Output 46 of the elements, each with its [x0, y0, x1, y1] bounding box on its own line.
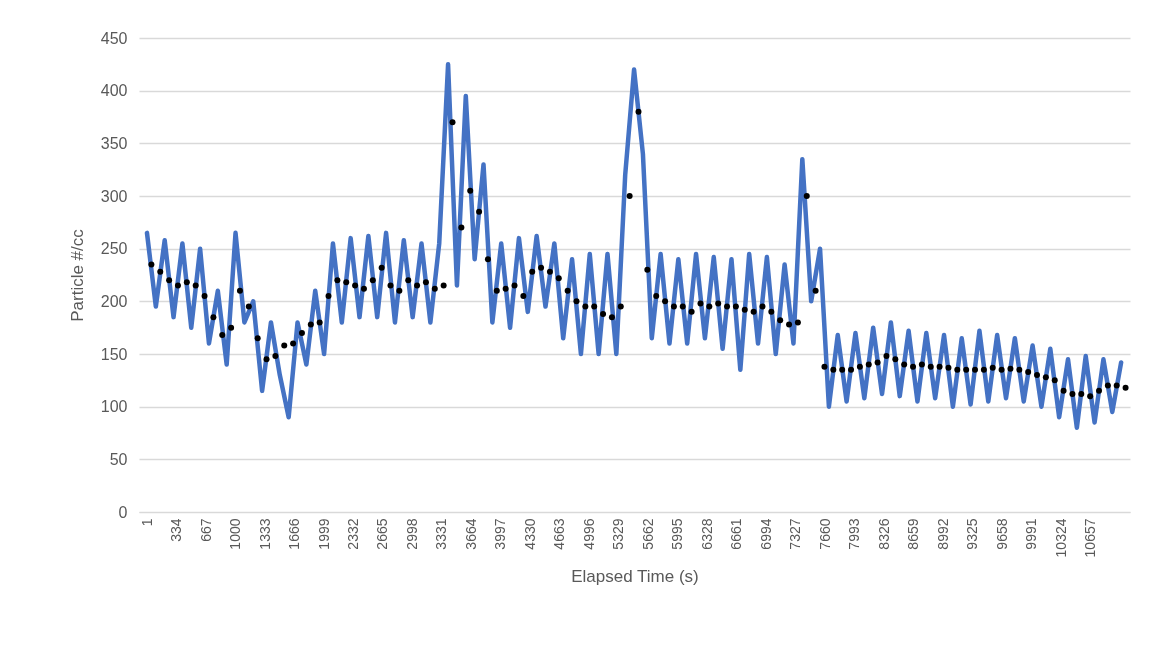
x-tick-label: 6994: [757, 518, 774, 550]
x-tick-label: 7660: [816, 518, 833, 550]
x-tick-label: 4330: [521, 518, 538, 550]
x-tick-label: 3997: [492, 518, 509, 550]
x-tick-label: 3331: [433, 518, 450, 550]
line-series: [144, 62, 1124, 430]
x-tick-label: 10324: [1052, 518, 1069, 558]
x-tick-label: 1333: [256, 518, 273, 550]
y-tick-label: 200: [100, 292, 128, 310]
x-tick-label: 7993: [846, 518, 863, 550]
x-tick-label: 9658: [993, 518, 1010, 550]
x-tick-label: 4996: [580, 518, 597, 550]
y-tick-label: 150: [100, 345, 128, 363]
x-tick-label: 9325: [964, 518, 981, 550]
y-tick-label: 50: [109, 450, 128, 468]
y-axis-title: Particle #/cc: [67, 228, 87, 322]
y-tick-label: 300: [100, 187, 128, 205]
x-tick-label: 8326: [875, 518, 892, 550]
x-tick-label: 667: [197, 518, 214, 542]
x-tick-label: 334: [168, 518, 185, 542]
y-tick-label: 100: [100, 398, 128, 416]
x-tick-label: 4663: [551, 518, 568, 550]
x-tick-label: 2665: [374, 518, 391, 550]
x-tick-label: 2332: [345, 518, 361, 550]
y-tick-label: 350: [100, 134, 128, 152]
x-tick-label: 8992: [934, 518, 951, 550]
x-tick-label: 6661: [728, 518, 745, 550]
x-tick-label: 6328: [698, 518, 715, 550]
x-tick-label: 1999: [315, 518, 332, 550]
y-tick-label: 250: [100, 240, 128, 258]
x-tick-label: 5329: [610, 518, 627, 550]
y-tick-label: 400: [100, 82, 128, 100]
x-tick-label: 8659: [905, 518, 922, 550]
x-tick-label: 5995: [669, 518, 686, 550]
x-tick-label: 1000: [227, 518, 244, 550]
x-axis-title: Elapsed Time (s): [571, 567, 699, 587]
x-tick-label: 3664: [462, 518, 479, 550]
x-tick-label: 2998: [403, 518, 420, 550]
y-tick-label: 0: [118, 503, 128, 521]
x-tick-label: 10657: [1082, 518, 1099, 558]
x-tick-label: 5662: [639, 518, 656, 550]
y-tick-label: 450: [100, 29, 128, 47]
x-tick-label: 1: [138, 518, 155, 527]
x-tick-label: 1666: [286, 518, 303, 550]
x-tick-label: 7327: [787, 518, 804, 550]
x-tick-label: 9991: [1023, 518, 1040, 550]
